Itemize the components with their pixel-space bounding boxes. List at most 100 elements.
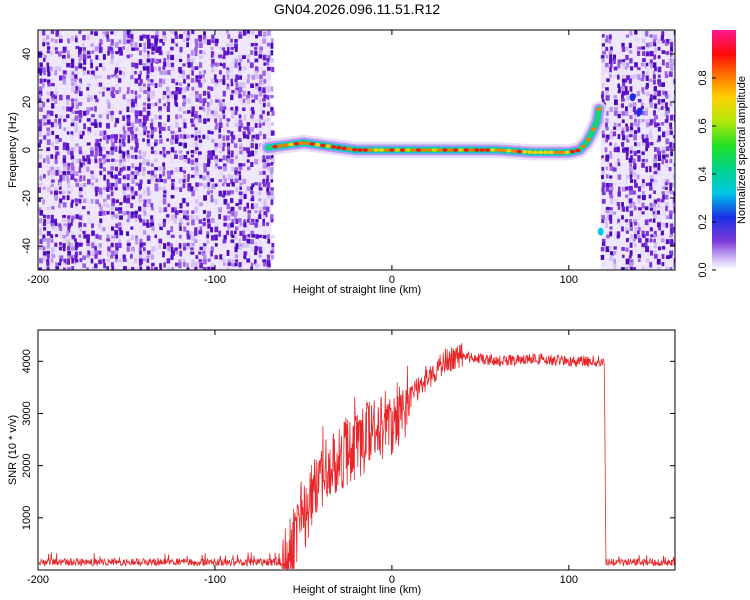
noise-cell: [122, 46, 125, 50]
noise-cell: [621, 226, 624, 232]
noise-cell: [79, 162, 84, 168]
noise-cell: [609, 195, 614, 199]
noise-cell: [126, 150, 130, 157]
noise-cell: [114, 146, 118, 152]
noise-cell: [86, 131, 91, 135]
noise-cell: [601, 46, 605, 52]
noise-cell: [262, 159, 267, 163]
noise-cell: [110, 54, 114, 59]
noise-cell: [158, 106, 162, 112]
noise-cell: [130, 34, 134, 40]
noise-cell: [111, 94, 116, 99]
noise-cell: [187, 98, 192, 104]
noise-cell: [146, 91, 151, 95]
noise-cell: [83, 110, 87, 116]
noise-cell: [186, 134, 190, 139]
noise-cell: [606, 214, 610, 220]
noise-cell: [199, 99, 203, 104]
noise-cell: [271, 158, 275, 165]
noise-cell: [251, 234, 256, 238]
noise-cell: [102, 62, 106, 66]
noise-cell: [226, 203, 230, 210]
noise-cell: [38, 126, 42, 132]
noise-cell: [114, 183, 118, 189]
noise-cell: [38, 119, 42, 124]
noise-cell: [258, 234, 263, 238]
noise-cell: [190, 78, 195, 83]
noise-cell: [147, 179, 151, 184]
signal-core: [521, 150, 528, 154]
noise-cell: [644, 110, 649, 116]
noise-cell: [147, 98, 151, 102]
noise-cell: [650, 63, 654, 69]
noise-cell: [142, 247, 146, 252]
signal-core: [421, 148, 427, 152]
noise-cell: [187, 183, 192, 188]
noise-cell: [163, 154, 166, 158]
noise-cell: [71, 199, 75, 204]
noise-cell: [637, 254, 642, 259]
noise-cell: [219, 254, 224, 260]
signal-core: [437, 148, 443, 152]
colorbar-ticks: 0.00.20.40.60.8: [697, 70, 716, 278]
noise-cell: [235, 202, 239, 207]
noise-cell: [637, 195, 641, 199]
noise-cell: [254, 50, 258, 56]
noise-cell: [210, 198, 214, 203]
noise-cell: [198, 71, 202, 76]
noise-cell: [50, 110, 54, 116]
noise-cell: [107, 51, 110, 56]
noise-cell: [653, 158, 658, 162]
noise-cell: [202, 210, 207, 214]
noise-cell: [150, 203, 154, 208]
noise-cell: [171, 207, 175, 213]
noise-cell: [51, 250, 54, 255]
noise-cell: [150, 66, 154, 73]
noise-cell: [652, 95, 657, 100]
noise-cell: [130, 146, 134, 150]
noise-cell: [624, 111, 629, 116]
noise-cell: [110, 47, 114, 51]
noise-cell: [182, 178, 186, 183]
noise-cell: [628, 166, 633, 172]
noise-cell: [163, 62, 167, 67]
noise-cell: [78, 178, 82, 182]
noise-cell: [198, 114, 202, 121]
noise-cell: [214, 155, 218, 161]
noise-cell: [262, 222, 266, 227]
noise-cell: [114, 170, 119, 177]
noise-cell: [262, 87, 266, 94]
noise-cell: [66, 74, 70, 79]
noise-cell: [46, 267, 50, 270]
noise-cell: [138, 118, 142, 124]
noise-cell: [67, 54, 71, 59]
noise-cell: [226, 46, 230, 51]
noise-cell: [665, 102, 668, 109]
noise-cell: [621, 46, 626, 52]
noise-cell: [126, 46, 130, 53]
signal-core: [309, 142, 315, 146]
noise-cell: [234, 262, 238, 268]
noise-cell: [641, 102, 644, 108]
noise-cell: [162, 186, 166, 192]
noise-cell: [162, 31, 166, 36]
noise-cell: [139, 218, 142, 223]
noise-cell: [263, 206, 267, 211]
noise-cell: [211, 183, 216, 189]
noise-cell: [146, 115, 149, 121]
noise-cell: [267, 262, 271, 268]
noise-cell: [203, 183, 207, 189]
noise-cell: [270, 219, 274, 223]
noise-cell: [114, 230, 119, 236]
noise-cell: [158, 46, 162, 52]
noise-cell: [170, 46, 174, 51]
noise-cell: [107, 251, 110, 257]
noise-cell: [238, 55, 242, 59]
noise-cell: [131, 95, 135, 100]
noise-cell: [226, 50, 230, 57]
noise-cell: [106, 174, 111, 180]
noise-cell: [75, 102, 79, 109]
noise-cell: [154, 38, 159, 43]
noise-cell: [223, 198, 228, 205]
noise-cell: [266, 118, 270, 122]
